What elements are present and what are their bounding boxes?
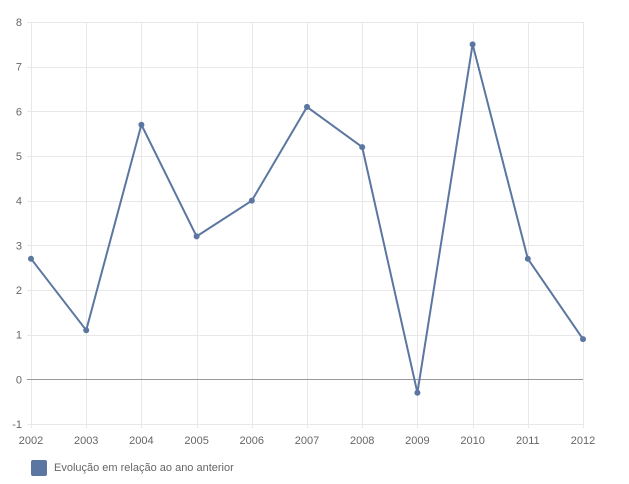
data-point: [524, 255, 531, 262]
y-tick-label: 1: [16, 330, 22, 342]
y-tick-label: 4: [16, 196, 22, 208]
x-tick-label: 2004: [129, 435, 153, 447]
data-point: [138, 121, 145, 128]
series-layer: [28, 41, 586, 396]
y-tick-label: 6: [16, 106, 22, 118]
data-point: [580, 336, 586, 343]
legend-label[interactable]: Evolução em relação ao ano anterior: [54, 462, 234, 474]
x-tick-label: 2011: [516, 435, 540, 447]
data-point: [83, 327, 90, 334]
y-tick-label: 7: [16, 62, 22, 74]
y-tick-label: 8: [16, 17, 22, 29]
data-point: [414, 389, 421, 396]
legend[interactable]: Evolução em relação ao ano anterior: [31, 459, 234, 477]
x-tick-label: 2007: [295, 435, 319, 447]
x-tick-label: 2002: [19, 435, 43, 447]
x-tick-label: 2009: [405, 435, 429, 447]
x-tick-label: 2005: [184, 435, 208, 447]
y-tick-label: 5: [16, 151, 22, 163]
y-tick-label: 2: [16, 285, 22, 297]
data-point: [193, 233, 200, 240]
data-point: [248, 197, 255, 204]
y-tick-label: 0: [16, 374, 22, 386]
data-point: [359, 144, 366, 151]
data-point: [304, 103, 310, 110]
x-tick-label: 2006: [240, 435, 264, 447]
legend-swatch[interactable]: [31, 460, 47, 476]
x-tick-label: 2010: [460, 435, 484, 447]
x-tick-label: 2003: [74, 435, 98, 447]
x-tick-label: 2008: [350, 435, 374, 447]
data-point: [28, 255, 34, 262]
y-tick-label: -1: [12, 419, 22, 431]
grid: [27, 22, 584, 428]
tick-labels: -1 0 1 2 3 4 5 6 7 8 2002 2003 2004 2005 2006 2007 2008 2…: [12, 17, 595, 447]
data-point: [469, 41, 476, 48]
x-tick-label: 2012: [571, 435, 595, 447]
y-tick-label: 3: [16, 240, 22, 252]
